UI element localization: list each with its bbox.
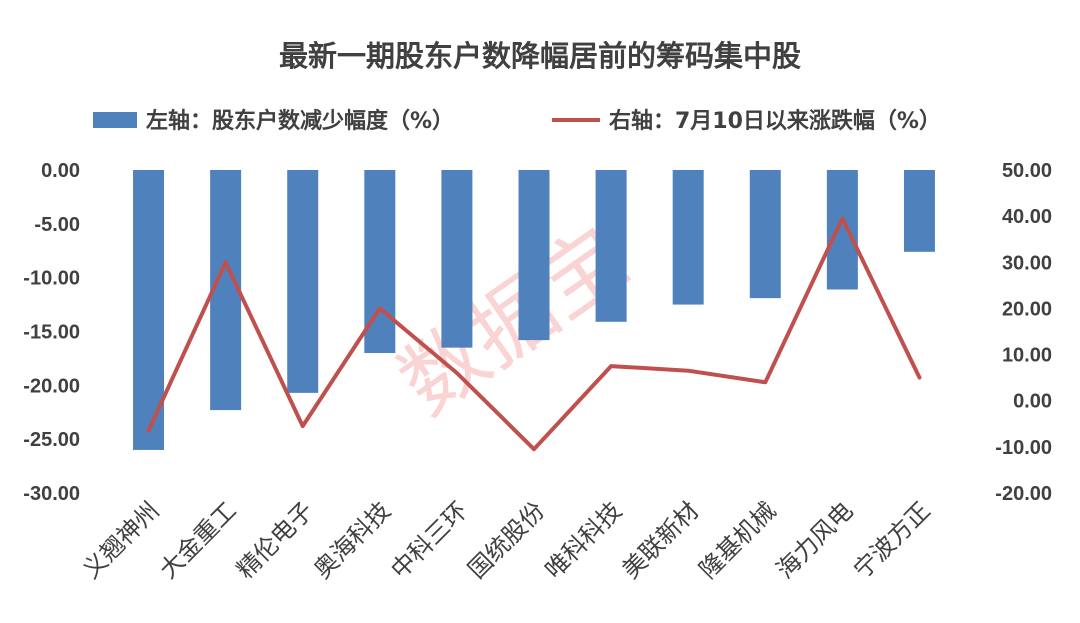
right-tick-label: 30.00 xyxy=(1002,252,1052,274)
category-label: 隆基机械 xyxy=(694,496,782,584)
category-label: 大金重工 xyxy=(154,496,242,584)
right-tick-label: 40.00 xyxy=(1002,206,1052,228)
left-tick-label: -20.00 xyxy=(23,375,80,397)
bar-2 xyxy=(210,170,242,411)
line-point-8 xyxy=(686,369,690,373)
line-point-6 xyxy=(532,447,536,451)
bar-6 xyxy=(518,170,550,341)
left-tick-label: -5.00 xyxy=(34,214,80,236)
left-tick-label: 0.00 xyxy=(41,160,80,182)
left-tick-label: -30.00 xyxy=(23,483,80,505)
category-label: 唯科科技 xyxy=(540,496,628,584)
bar-9 xyxy=(749,170,781,299)
line-point-9 xyxy=(763,380,767,384)
left-tick-label: -10.00 xyxy=(23,268,80,290)
left-tick-label: -15.00 xyxy=(23,322,80,344)
category-label: 精伦电子 xyxy=(231,496,319,584)
right-tick-label: 10.00 xyxy=(1002,345,1052,367)
category-label: 义翘神州 xyxy=(77,496,165,584)
chart-title: 最新一期股东户数降幅居前的筹码集中股 xyxy=(279,39,801,73)
bars xyxy=(133,170,935,450)
line-point-5 xyxy=(455,371,459,375)
legend-bar-swatch xyxy=(93,112,137,128)
right-tick-label: 20.00 xyxy=(1002,298,1052,320)
line-series xyxy=(146,216,922,452)
category-label: 中科三环 xyxy=(385,496,473,584)
category-label: 美联新材 xyxy=(617,496,705,584)
left-tick-label: -25.00 xyxy=(23,429,80,451)
line-point-1 xyxy=(147,429,151,433)
line-point-2 xyxy=(224,260,228,264)
right-tick-label: -20.00 xyxy=(995,483,1052,505)
bar-5 xyxy=(441,170,473,348)
right-tick-label: -10.00 xyxy=(995,437,1052,459)
right-tick-label: 0.00 xyxy=(1013,391,1052,413)
category-label: 国统股份 xyxy=(463,496,551,584)
line-point-7 xyxy=(609,364,613,368)
legend-line-label: 右轴：7月10日以来涨跌幅（%） xyxy=(609,108,941,134)
bar-10 xyxy=(826,170,858,290)
line-point-10 xyxy=(840,216,844,220)
line-point-3 xyxy=(301,424,305,428)
category-label: 宁波方正 xyxy=(848,496,936,584)
bar-7 xyxy=(595,170,627,322)
bar-3 xyxy=(287,170,319,393)
category-label: 海力风电 xyxy=(771,496,859,584)
category-label: 奥海科技 xyxy=(308,496,396,584)
bar-8 xyxy=(672,170,704,305)
legend: 左轴：股东户数减少幅度（%） 右轴：7月10日以来涨跌幅（%） xyxy=(93,108,941,134)
line-point-4 xyxy=(378,306,382,310)
legend-bar-label: 左轴：股东户数减少幅度（%） xyxy=(146,108,454,134)
right-axis: 50.00 40.00 30.00 20.00 10.00 0.00 -10.00 -20.0… xyxy=(995,160,1052,505)
bar-11 xyxy=(903,170,935,252)
x-axis: 义翘神州大金重工精伦电子奥海科技中科三环国统股份唯科科技美联新材隆基机械海力风电… xyxy=(77,496,936,584)
left-axis: 0.00 -5.00 -10.00 -15.00 -20.00 -25.00 -30.00 xyxy=(23,160,80,505)
line-point-11 xyxy=(917,376,921,380)
right-tick-label: 50.00 xyxy=(1002,160,1052,182)
